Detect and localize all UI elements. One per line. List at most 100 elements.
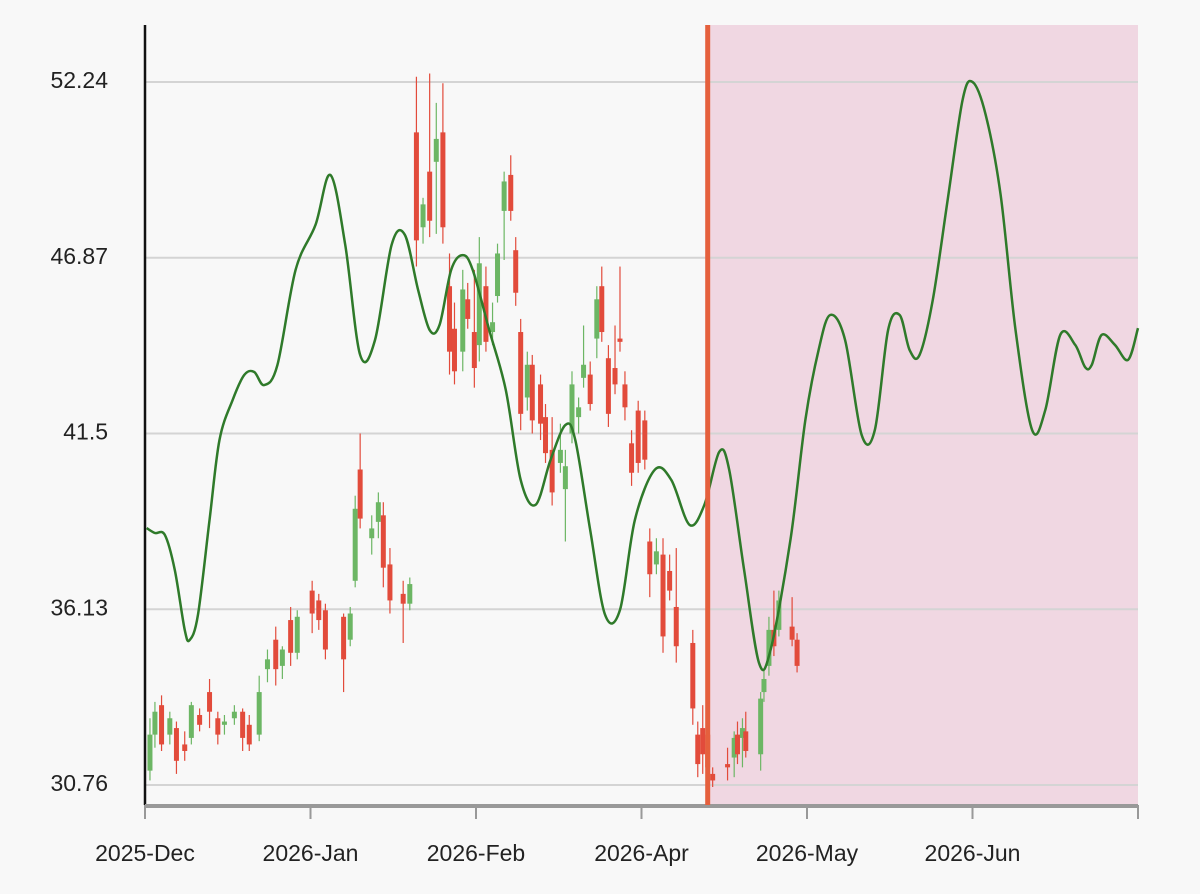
- candle-body: [710, 773, 716, 781]
- forecast-region: [707, 25, 1138, 805]
- candle-body: [341, 616, 347, 660]
- candle-body: [599, 286, 605, 333]
- candle-body: [322, 610, 328, 650]
- candle-body: [629, 443, 635, 473]
- candle-body: [695, 734, 701, 765]
- candle-body: [380, 515, 386, 568]
- candle-body: [647, 541, 653, 575]
- y-tick-label: 46.87: [50, 243, 108, 269]
- candle-body: [182, 744, 188, 751]
- y-tick-label: 41.5: [63, 419, 108, 445]
- candle-body: [246, 724, 252, 745]
- candle-body: [789, 626, 795, 640]
- candle-body: [513, 250, 519, 293]
- candle-body: [413, 132, 419, 241]
- candle-body: [518, 332, 524, 414]
- candle-body: [288, 620, 294, 653]
- candle-body: [369, 528, 375, 539]
- candle-body: [471, 332, 477, 369]
- candle-body: [734, 734, 740, 755]
- candle-body: [700, 728, 706, 755]
- candle-body: [731, 737, 737, 758]
- candle-body: [673, 606, 679, 647]
- candle-body: [215, 718, 221, 735]
- candle-body: [309, 590, 315, 614]
- candle-body: [465, 299, 471, 319]
- candle-body: [743, 731, 749, 751]
- x-tick-label: 2026-May: [756, 840, 859, 866]
- candle-body: [240, 711, 246, 738]
- candle-body: [440, 132, 446, 228]
- candle-body: [221, 721, 227, 725]
- candle-body: [538, 384, 544, 424]
- candle-body: [495, 253, 501, 297]
- candle-body: [642, 420, 648, 460]
- candle-body: [587, 374, 593, 405]
- candle-body: [660, 554, 666, 637]
- candle-body: [316, 600, 322, 621]
- y-tick-label: 52.24: [50, 67, 108, 93]
- candle-body: [407, 584, 413, 604]
- candle-body: [357, 469, 363, 519]
- candle-body: [490, 322, 496, 333]
- candle-body: [667, 570, 673, 591]
- candle-body: [147, 734, 153, 771]
- candle-body: [420, 204, 426, 228]
- candle-body: [622, 384, 628, 408]
- candle-body: [347, 613, 353, 640]
- candle-body: [612, 368, 618, 385]
- candle-body: [766, 629, 772, 666]
- candle-body: [451, 328, 457, 372]
- candle-body: [152, 711, 158, 735]
- candle-body: [761, 678, 767, 693]
- candle-body: [569, 384, 575, 434]
- candle-body: [508, 174, 514, 211]
- candle-body: [427, 171, 433, 221]
- candle-body: [197, 714, 203, 725]
- candle-body: [581, 364, 587, 378]
- candle-body: [543, 417, 549, 454]
- x-tick-label: 2026-Jun: [925, 840, 1021, 866]
- candle-body: [447, 286, 453, 352]
- candle-body: [725, 764, 731, 768]
- candle-body: [557, 449, 563, 463]
- candle-body: [476, 263, 482, 346]
- candle-body: [159, 705, 165, 745]
- candle-body: [635, 410, 641, 463]
- candle-body: [167, 718, 173, 735]
- candle-body: [524, 364, 530, 398]
- candle-body: [739, 728, 745, 738]
- candle-body: [207, 692, 213, 712]
- candle-body: [690, 642, 696, 709]
- x-tick-label: 2025-Dec: [95, 840, 195, 866]
- candle-body: [294, 616, 300, 653]
- candle-body: [256, 692, 262, 735]
- forecast-line: [145, 79, 1140, 672]
- candle-body: [794, 639, 800, 666]
- y-tick-label: 36.13: [50, 594, 108, 620]
- candle-body: [549, 449, 555, 493]
- candle-body: [173, 728, 179, 761]
- candle-body: [264, 659, 270, 670]
- candle-body: [400, 593, 406, 604]
- candle-body: [387, 564, 393, 601]
- candle-body: [433, 138, 439, 162]
- x-tick-label: 2026-Jan: [263, 840, 359, 866]
- candle-body: [576, 407, 582, 418]
- candle-body: [460, 289, 466, 352]
- candle-body: [562, 466, 568, 490]
- candle-body: [501, 181, 507, 211]
- x-tick-label: 2026-Apr: [594, 840, 689, 866]
- x-tick-label: 2026-Feb: [427, 840, 525, 866]
- candle-body: [617, 338, 623, 342]
- candle-body: [231, 711, 237, 719]
- candle-body: [594, 299, 600, 339]
- candle-body: [352, 508, 358, 581]
- candle-body: [273, 639, 279, 670]
- candle-body: [758, 698, 764, 755]
- y-tick-label: 30.76: [50, 770, 108, 796]
- candle-body: [188, 705, 194, 738]
- candle-body: [529, 364, 535, 421]
